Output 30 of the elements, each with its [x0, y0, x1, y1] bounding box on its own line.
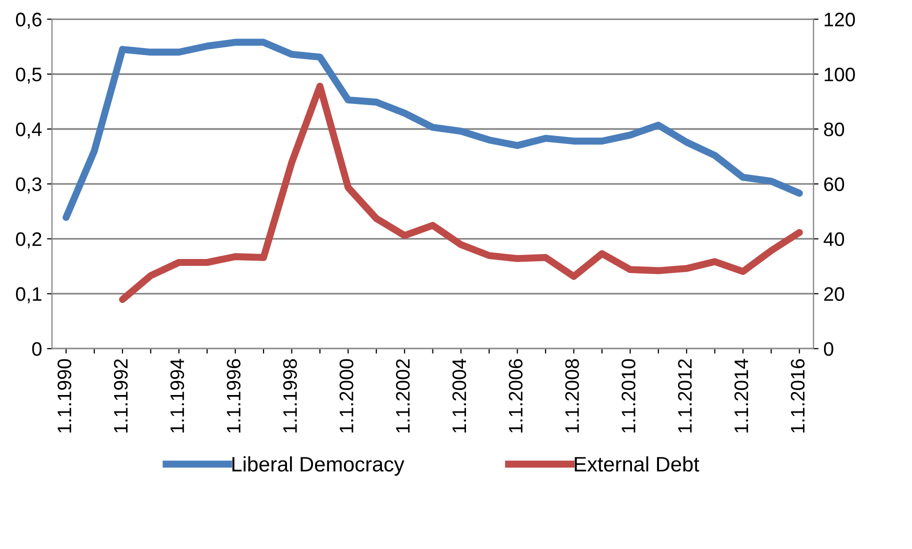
y2-tick-label: 80 — [824, 122, 844, 136]
y2-tick-label: 20 — [824, 287, 844, 301]
y-tick-label: 0,6 — [16, 12, 42, 29]
x-tick-label: 1.1.1996 — [226, 359, 241, 433]
legend-label: External Debt — [574, 456, 700, 472]
x-tick-label: 1.1.2000 — [340, 359, 354, 433]
y2-tick-label: 0 — [824, 342, 834, 356]
y2-tick-label: 60 — [824, 177, 844, 192]
x-tick-label: 1.1.2006 — [508, 359, 523, 433]
x-tick-label: 1.1.2010 — [622, 359, 636, 433]
y-tick-label: 0,2 — [16, 232, 42, 248]
legend-label: Liberal Democracy — [232, 456, 404, 476]
x-tick-label: 1.1.2008 — [565, 359, 579, 433]
y2-tick-label: 40 — [824, 232, 844, 246]
x-tick-label: 1.1.2016 — [790, 359, 805, 433]
x-tick-label: 1.1.2002 — [396, 359, 410, 433]
x-tick-label: 1.1.2012 — [678, 359, 692, 433]
x-tick-label: 1.1.1998 — [283, 359, 297, 433]
y-tick-label: 0 — [32, 342, 42, 356]
y2-tick-label: 100 — [824, 68, 855, 82]
x-tick-label: 1.1.1994 — [170, 358, 184, 433]
x-tick-label: 1.1.2004 — [452, 358, 466, 433]
y-tick-label: 0,4 — [16, 122, 42, 139]
x-tick-label: 1.1.1990 — [58, 359, 72, 433]
y-tick-label: 0,3 — [16, 177, 42, 194]
y-tick-label: 0,5 — [16, 68, 42, 84]
y-tick-label: 0,1 — [16, 287, 42, 304]
y2-tick-label: 120 — [824, 12, 855, 26]
x-tick-label: 1.1.2014 — [734, 358, 748, 433]
x-tick-label: 1.1.1992 — [114, 359, 128, 433]
